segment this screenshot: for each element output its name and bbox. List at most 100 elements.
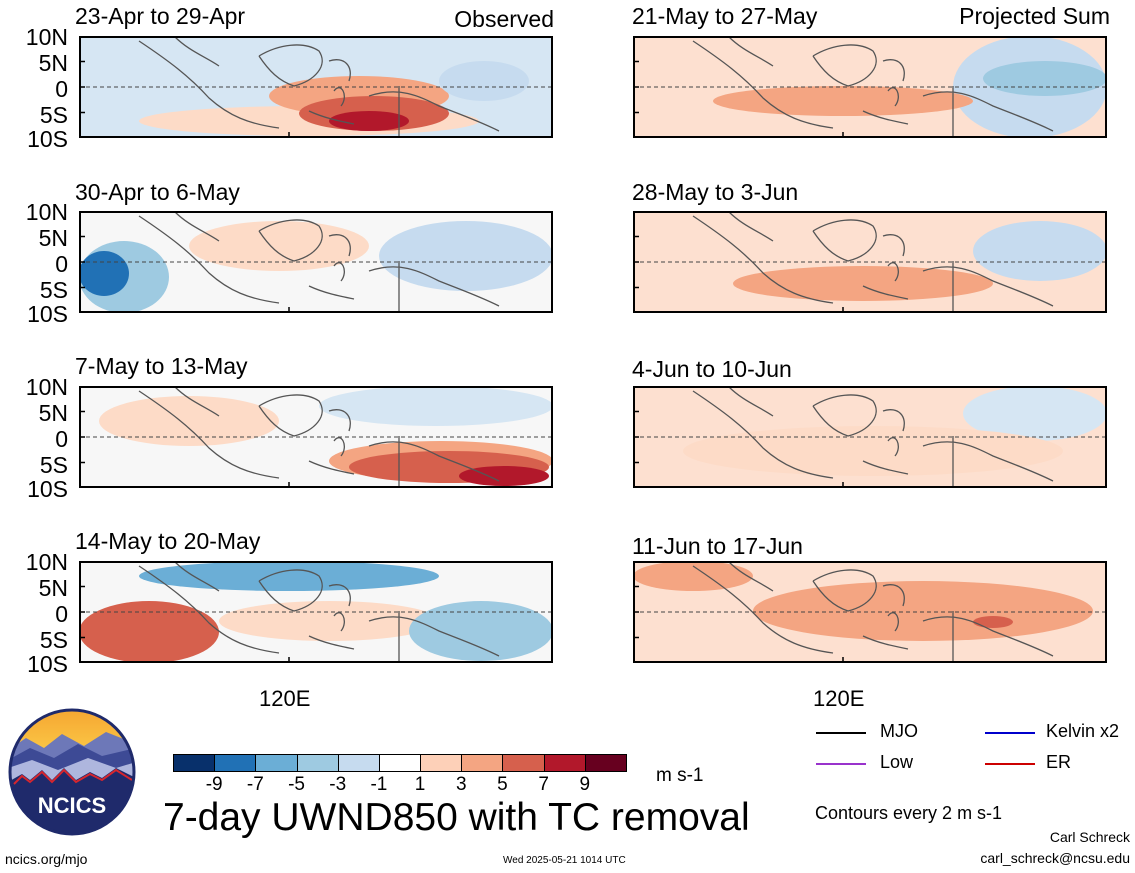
colorbar-bin [584,754,627,772]
wind-anomaly-region [983,61,1107,96]
footer-email: carl_schreck@ncsu.edu [980,850,1130,866]
map-panel-obs-1 [79,36,553,138]
wind-anomaly-region [379,221,553,291]
map-panel-proj-2 [633,211,1107,313]
colorbar-tick-label: -7 [246,774,264,795]
wind-anomaly-region [99,396,279,446]
legend-swatch-kelvin [985,732,1035,734]
wind-field-map [79,561,553,663]
coastline [692,561,1054,663]
colorbar-tick-label: 9 [579,774,591,795]
y-label: 10N [25,24,68,50]
colorbar-tick-label: -3 [329,774,347,795]
footer-url: ncics.org/mjo [5,851,88,867]
coastline [138,211,500,313]
wind-anomaly-region [319,386,553,426]
map-panel-proj-1 [633,36,1107,138]
wind-anomaly-region [973,221,1107,281]
y-label: 0 [55,426,68,452]
y-label: 5N [38,225,68,251]
y-label: 10N [25,374,68,400]
wind-anomaly-region [459,466,549,486]
wind-anomaly-region [219,601,439,641]
colorbar-bin [543,754,586,772]
y-label: 10S [27,301,68,327]
colorbar-bin [337,754,380,772]
legend-label-kelvin: Kelvin x2 [1046,721,1120,741]
y-label: 10S [27,476,68,502]
panel-title-proj-2: 28-May to 3-Jun [632,179,799,205]
wind-anomaly-region [79,251,129,296]
colorbar-tick-label: -1 [370,774,388,795]
colorbar-tick-label: 7 [538,774,549,795]
footer-author: Carl Schreck [1049,829,1130,845]
wind-anomaly-region [409,601,553,661]
panel-title-obs-3: 7-May to 13-May [75,353,248,379]
wind-field-map [79,36,553,138]
y-label: 0 [55,76,68,102]
map-panel-obs-2 [79,211,553,313]
colorbar-bin [461,754,504,772]
y-label: 0 [55,601,68,627]
panel-title-proj-4: 11-Jun to 17-Jun [632,533,803,559]
panel-title-proj-1: 21-May to 27-May [632,3,818,29]
projected-header: Projected Sum [959,3,1110,29]
y-label: 5S [39,102,68,128]
coastline [692,211,1054,313]
panel-title-obs-2: 30-Apr to 6-May [75,179,240,205]
panel-title-obs-4: 14-May to 20-May [75,528,261,554]
colorbar-tick-label: -9 [205,774,223,795]
wind-anomaly-region [733,266,993,301]
y-label: 5N [38,400,68,426]
logo-text: NCICS [38,793,106,818]
legend-label-mjo: MJO [880,721,918,741]
coastline [692,36,1054,138]
x-axis-label-left: 120E [259,686,311,711]
wind-anomaly-region [633,561,753,591]
wind-field-map [633,36,1107,138]
colorbar-bin [378,754,422,772]
y-label: 10N [25,199,68,225]
map-panel-proj-4 [633,561,1107,663]
wind-anomaly-region [963,386,1107,441]
y-label: 5S [39,277,68,303]
legend-label-low: Low [880,752,914,772]
colorbar-bin [502,754,545,772]
legend-swatch-low [816,763,866,765]
y-label: 5S [39,627,68,653]
wind-anomaly-region [973,616,1013,628]
map-panel-obs-4 [79,561,553,663]
y-label: 5N [38,575,68,601]
colorbar-bin [255,754,298,772]
colorbar-bin [296,754,339,772]
wind-field-map [79,386,553,488]
y-label: 5N [38,50,68,76]
legend-swatch-mjo [816,732,866,734]
y-label: 0 [55,251,68,277]
wind-anomaly-region [139,561,439,591]
legend-label-er: ER [1046,752,1072,772]
wind-anomaly-region [439,61,529,101]
coastline [692,386,1054,488]
coastline [138,36,500,138]
observed-header: Observed [454,6,554,32]
y-label: 10S [27,651,68,677]
wind-anomaly-region [713,86,973,116]
x-axis-label-right: 120E [813,686,865,711]
colorbar-tick-label: 5 [497,774,508,795]
wind-field-map [79,211,553,313]
legend-swatch-er [985,763,1035,765]
contour-note: Contours every 2 m s-1 [815,803,1003,823]
wind-anomaly-region [753,581,1093,641]
y-label: 5S [39,452,68,478]
colorbar-tick-label: 3 [455,774,467,795]
ncics-logo: NCICS [8,708,136,836]
colorbar-bin [214,754,257,772]
colorbar-tick-label: -5 [288,774,305,795]
wind-field-map [633,211,1107,313]
map-panel-obs-3 [79,386,553,488]
wind-field-map [633,386,1107,488]
colorbar-bin [420,754,463,772]
colorbar-units: m s-1 [656,765,704,786]
panel-title-proj-3: 4-Jun to 10-Jun [632,356,792,382]
